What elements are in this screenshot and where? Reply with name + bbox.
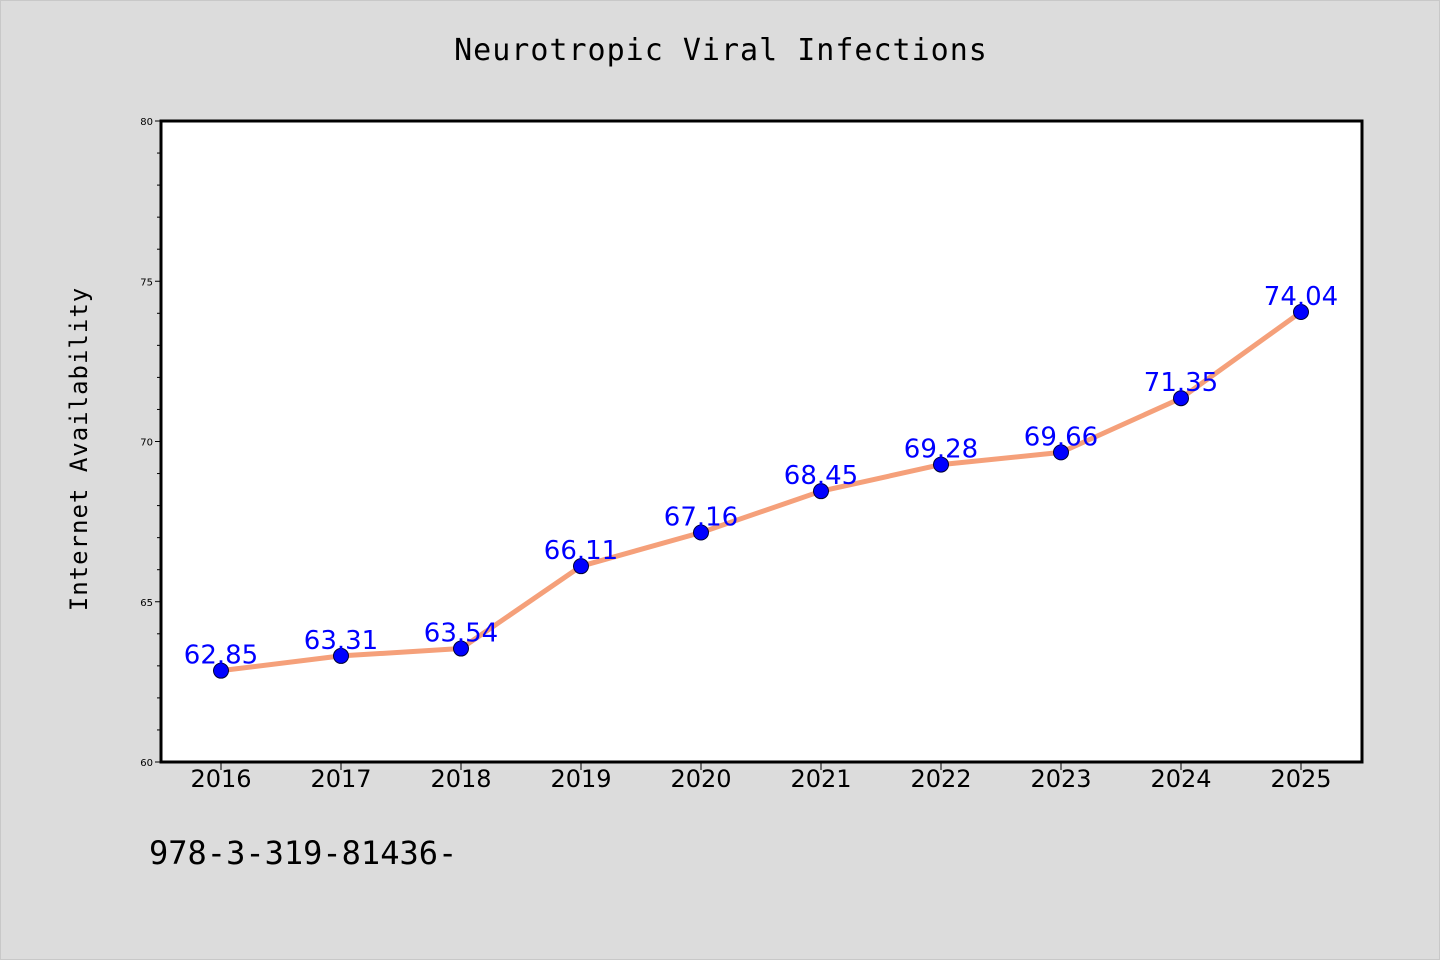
x-tick-label: 2020: [670, 765, 731, 793]
y-tick-label: 70: [140, 438, 153, 449]
data-point: [453, 640, 469, 657]
x-tick-label: 2022: [910, 765, 971, 793]
x-tick-label: 2019: [550, 765, 611, 793]
y-tick-label: 80: [140, 117, 153, 128]
y-tick-label: 75: [140, 277, 153, 288]
x-tick-label: 2021: [790, 765, 851, 793]
y-tick-label: 60: [140, 758, 153, 769]
x-tick-label: 2016: [190, 765, 251, 793]
data-label: 69.28: [904, 435, 978, 465]
footer-text: 978-3-319-81436-: [149, 834, 458, 872]
plot-area: [159, 119, 1364, 764]
data-label: 67.16: [664, 503, 738, 533]
data-label: 66.11: [544, 536, 618, 566]
data-label: 68.45: [784, 461, 858, 491]
data-point: [693, 524, 709, 541]
data-label: 74.04: [1264, 282, 1338, 312]
data-point: [933, 456, 949, 473]
data-point: [333, 647, 349, 664]
data-label: 62.85: [184, 641, 258, 671]
data-point: [1053, 444, 1069, 461]
data-label: 69.66: [1024, 422, 1098, 452]
chart-title: Neurotropic Viral Infections: [454, 33, 988, 68]
data-label: 71.35: [1144, 368, 1218, 398]
x-tick-label: 2024: [1150, 765, 1211, 793]
data-point: [573, 558, 589, 575]
data-point: [213, 662, 229, 679]
data-point: [1293, 304, 1309, 321]
series-line: [218, 309, 1304, 674]
data-label: 63.54: [424, 619, 498, 649]
x-tick-label: 2023: [1030, 765, 1091, 793]
data-point: [1173, 390, 1189, 407]
y-tick-label: 65: [140, 598, 153, 609]
x-tick-label: 2017: [310, 765, 371, 793]
data-point: [813, 483, 829, 500]
data-label: 63.31: [304, 626, 378, 656]
x-tick-label: 2025: [1270, 765, 1331, 793]
x-tick-label: 2018: [430, 765, 491, 793]
